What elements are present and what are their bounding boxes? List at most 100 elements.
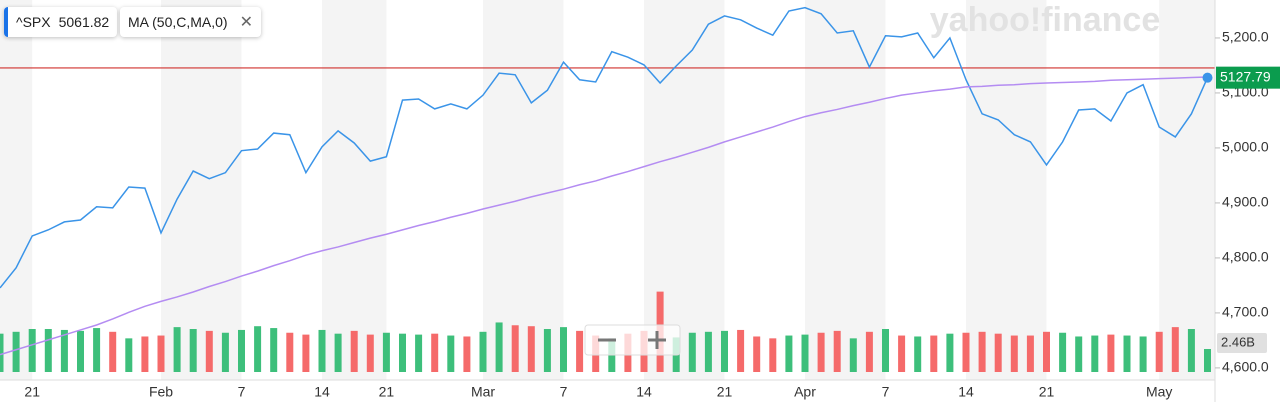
volume-bar [366,334,374,372]
volume-label-box [1217,333,1267,354]
volume-bar [753,336,761,372]
volume-bar [189,329,197,372]
volume-bar [12,331,20,372]
volume-bar [495,322,503,372]
volume-bar [849,338,857,372]
volume-bar [946,333,954,372]
volume-bar [93,328,101,372]
volume-bar [302,334,310,372]
x-tick-label: Feb [149,384,173,400]
stripe [1159,0,1215,380]
x-tick-label: Mar [471,384,495,400]
x-tick-label: 7 [238,384,246,400]
volume-bar [0,333,4,372]
volume-bar [930,335,938,372]
volume-bar [1059,332,1067,372]
x-tick-label: 7 [882,384,890,400]
volume-bar [898,335,906,372]
stripe [322,0,387,380]
volume-bar [238,329,245,372]
volume-bar [399,333,406,372]
volume-bar [254,326,262,372]
last-point [1202,72,1213,83]
volume-bar [833,330,841,372]
volume-bar [286,332,294,372]
x-tick-label: 21 [717,384,733,400]
price-label-box [1216,66,1280,89]
volume-bar [1204,349,1211,372]
volume-bar [350,330,358,372]
stripe [966,0,1047,380]
volume-bar [737,329,745,372]
volume-bar [479,331,487,372]
y-tick-label: 5,000.0 [1222,139,1269,155]
volume-bar [817,332,825,372]
volume-bar [1123,335,1131,372]
volume-bar [77,330,84,372]
volume-bar [173,327,181,372]
legend-chip[interactable]: ^SPX 5061.82 [4,7,118,37]
x-tick-label: 21 [1039,384,1055,400]
volume-label: 2.46B [1221,334,1255,349]
zoom-controls[interactable] [584,324,681,356]
stripe [0,0,33,380]
volume-bar [109,331,117,372]
x-tick-label: May [1146,384,1172,400]
legend-label: ^SPX [16,14,51,30]
volume-bar [962,332,970,372]
close-icon[interactable]: ✕ [239,14,253,31]
volume-bar [721,330,728,372]
volume-bar [688,332,696,372]
volume-bar [463,336,471,372]
volume-bar [865,331,873,372]
x-tick-label: 21 [379,384,395,400]
x-tick-label: 21 [24,384,40,400]
legend-chip[interactable]: MA (50,C,MA,0) ✕ [120,7,261,37]
stripe [483,0,564,380]
volume-bar [44,329,52,372]
volume-bar [157,335,165,372]
legend-swatch [4,7,8,37]
volume-bar [882,329,889,372]
y-tick-label: 4,800.0 [1222,249,1269,265]
volume-bar [1010,335,1018,372]
volume-bar [769,338,777,372]
y-tick-label: 4,700.0 [1222,304,1269,320]
y-tick-label: 4,900.0 [1222,194,1269,210]
volume-bar [431,333,439,372]
x-tick-label: 14 [958,384,974,400]
volume-bar [447,335,455,372]
volume-bar [1026,335,1034,372]
volume-bar [1139,336,1147,372]
volume-bar [785,335,793,372]
stripe [805,0,886,380]
volume-bar [334,333,342,372]
volume-bar [1043,331,1050,372]
volume-bar [994,333,1002,372]
volume-bar [511,325,519,372]
volume-bar [543,329,551,372]
volume-bar [1155,331,1163,372]
y-tick-label: 5,200.0 [1222,29,1269,45]
x-tick-label: Apr [794,384,816,400]
series-line [0,6,1209,289]
volume-bar [1107,334,1115,372]
volume-bar [270,328,278,372]
volume-bar [801,334,809,372]
x-tick-label: 7 [560,384,568,400]
background [0,0,1215,380]
watermark: yahoo!finance [930,1,1160,39]
volume-bar [527,326,535,372]
legend-value: 5061.82 [58,14,110,30]
volume-bar [914,336,922,372]
volume-bar [576,330,584,372]
series-line [0,76,1208,356]
volume-bar [141,336,149,372]
volume-bar [415,334,423,372]
volume-bar [1075,336,1083,372]
volume-bar [1187,329,1195,372]
stripe [161,0,242,380]
volume-bar [704,331,712,372]
volume-bar [1091,335,1099,372]
